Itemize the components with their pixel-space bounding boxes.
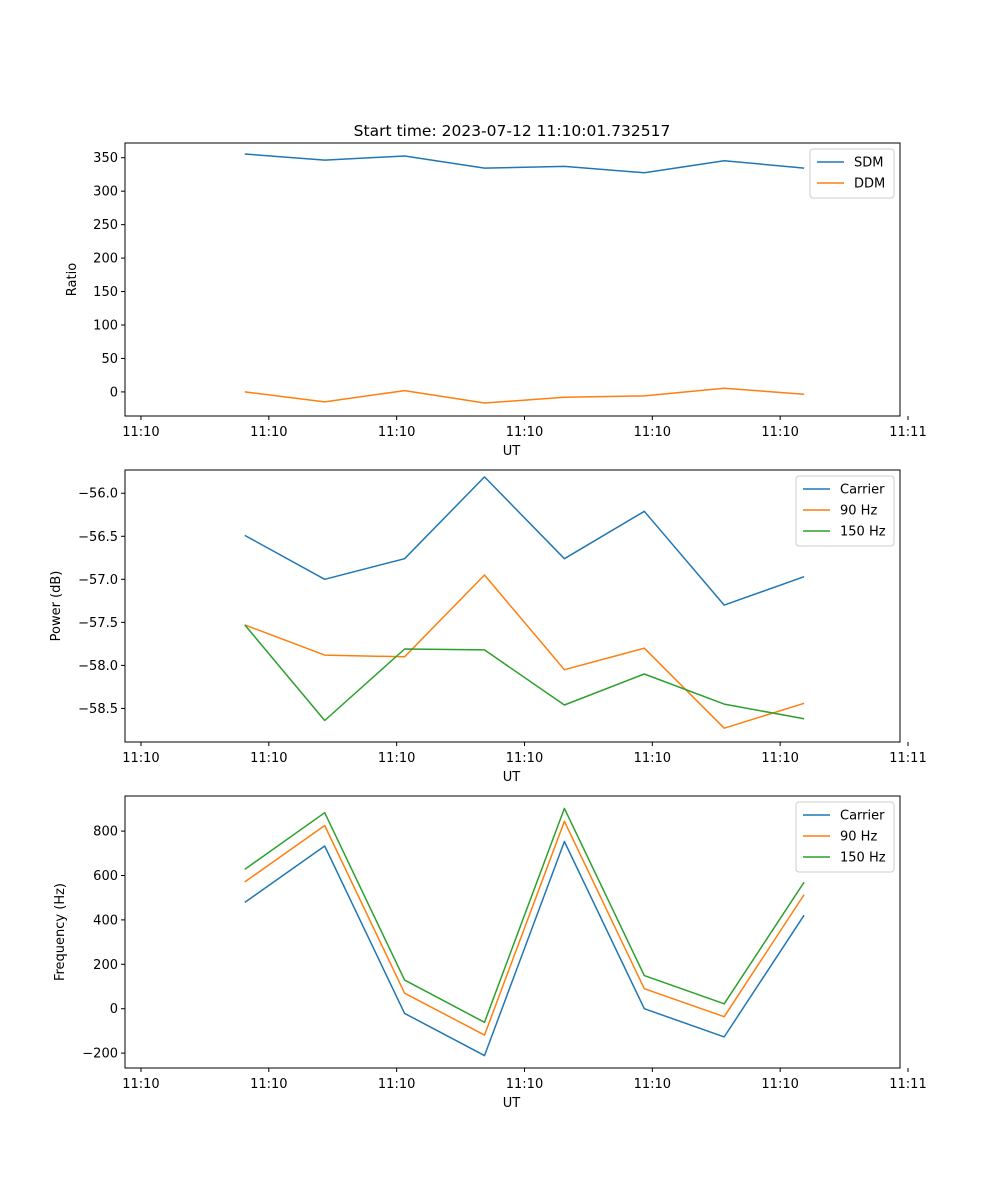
legend-box	[795, 801, 895, 873]
x-tick-label: 11:11	[889, 1077, 926, 1092]
x-tick-label: 11:10	[634, 751, 671, 766]
y-tick-label: 800	[93, 825, 118, 840]
x-tick-label: 11:10	[250, 425, 287, 440]
chart-title: Start time: 2023-07-12 11:10:01.732517	[354, 122, 671, 140]
axes-frame	[124, 142, 901, 417]
x-tick-label: 11:10	[122, 425, 159, 440]
series-line-ddm	[244, 387, 805, 404]
x-axis-label: UT	[503, 770, 521, 785]
y-tick-label: −57.5	[78, 616, 118, 631]
x-tick-label: 11:11	[889, 425, 926, 440]
legend-entry: 90 Hz	[840, 504, 877, 519]
y-axis-label: Ratio	[65, 263, 80, 296]
x-tick-label: 11:10	[634, 1077, 671, 1092]
x-tick-label: 11:10	[506, 425, 543, 440]
x-tick-label: 11:10	[122, 751, 159, 766]
x-tick-label: 11:10	[250, 1077, 287, 1092]
legend: SDM DDM	[809, 148, 895, 199]
series-line-carrier	[244, 476, 805, 606]
x-tick-label: 11:10	[761, 751, 798, 766]
x-tick-label: 11:10	[506, 751, 543, 766]
y-tick-label: 50	[101, 352, 118, 367]
x-tick-label: 11:10	[761, 425, 798, 440]
y-tick-label: 0	[110, 1002, 118, 1017]
legend-entry: 90 Hz	[840, 830, 877, 845]
x-tick-label: 11:10	[378, 751, 415, 766]
x-tick-label: 11:10	[506, 1077, 543, 1092]
chart-panel-1: 11:10 11:10 11:10 11:10 11:10 11:10 11:11 0 50 10…	[65, 142, 927, 459]
legend-entry: DDM	[854, 177, 885, 192]
y-tick-label: 200	[93, 958, 118, 973]
chart-panel-2: 11:10 11:10 11:10 11:10 11:10 11:10 11:11 −58.5…	[49, 469, 927, 785]
x-tick-label: 11:10	[761, 1077, 798, 1092]
y-tick-label: 300	[93, 185, 118, 200]
series-line-150-hz	[244, 807, 805, 1024]
y-tick-label: 200	[93, 252, 118, 267]
x-tick-label: 11:10	[378, 1077, 415, 1092]
y-tick-label: 250	[93, 218, 118, 233]
y-tick-label: −200	[82, 1047, 118, 1062]
y-axis-label: Power (dB)	[49, 571, 64, 642]
series-line-90-hz	[244, 574, 805, 729]
legend-entry: Carrier	[840, 483, 885, 498]
y-tick-label: −56.0	[78, 487, 118, 502]
series-line-150-hz	[244, 624, 805, 722]
x-axis-label: UT	[503, 1096, 521, 1111]
axes-frame	[124, 795, 901, 1069]
x-tick-label: 11:10	[250, 751, 287, 766]
x-tick-label: 11:10	[634, 425, 671, 440]
y-tick-label: 150	[93, 285, 118, 300]
legend: Carrier 90 Hz 150 Hz	[795, 475, 895, 547]
y-tick-label: −57.0	[78, 573, 118, 588]
y-tick-label: −58.5	[78, 702, 118, 717]
legend-entry: Carrier	[840, 809, 885, 824]
x-tick-label: 11:10	[122, 1077, 159, 1092]
legend-box	[795, 475, 895, 547]
axes-frame	[124, 469, 901, 743]
legend: Carrier 90 Hz 150 Hz	[795, 801, 895, 873]
y-tick-label: −56.5	[78, 530, 118, 545]
y-tick-label: 400	[93, 913, 118, 928]
y-axis-label: Frequency (Hz)	[53, 883, 68, 981]
chart-panels: 11:10 11:10 11:10 11:10 11:10 11:10 11:11 0 50 10…	[49, 142, 927, 1111]
series-line-90-hz	[244, 820, 805, 1036]
chart-panel-3: 11:10 11:10 11:10 11:10 11:10 11:10 11:11 −200 0…	[53, 795, 927, 1111]
y-tick-label: 0	[110, 385, 118, 400]
legend-entry: SDM	[854, 156, 883, 171]
y-tick-label: 350	[93, 151, 118, 166]
y-tick-label: −58.0	[78, 659, 118, 674]
series-line-sdm	[244, 153, 805, 174]
series-line-carrier	[244, 840, 805, 1057]
x-axis-label: UT	[503, 444, 521, 459]
x-tick-label: 11:10	[378, 425, 415, 440]
y-tick-label: 100	[93, 319, 118, 334]
legend-entry: 150 Hz	[840, 851, 886, 866]
x-tick-label: 11:11	[889, 751, 926, 766]
y-tick-label: 600	[93, 869, 118, 884]
legend-entry: 150 Hz	[840, 525, 886, 540]
